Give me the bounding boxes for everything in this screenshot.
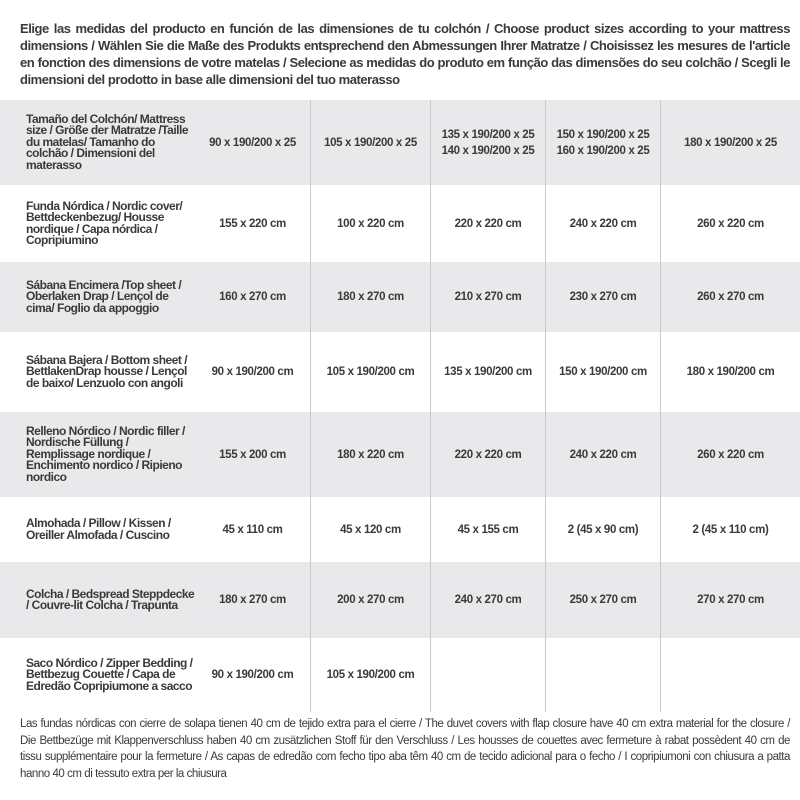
row-label: Almohada / Pillow / Kissen / Oreiller Al… xyxy=(26,516,171,542)
size-value xyxy=(660,638,800,712)
size-table: Tamaño del Colchón/ Mattress size / Größ… xyxy=(0,100,800,712)
size-value: 135 x 190/200 cm xyxy=(430,332,545,412)
size-value: 180 x 190/200 cm xyxy=(660,332,800,412)
size-value: 105 x 190/200 cm xyxy=(310,332,430,412)
row-label: Sábana Encimera /Top sheet / Oberlaken D… xyxy=(26,277,182,315)
size-value: 155 x 200 cm xyxy=(219,448,286,461)
size-value: 180 x 220 cm xyxy=(310,412,430,497)
table-row: Relleno Nórdico / Nordic filler / Nordis… xyxy=(0,412,800,497)
size-value: 90 x 190/200 cm xyxy=(211,366,294,378)
row-label: Sábana Bajera / Bottom sheet / Bettlaken… xyxy=(26,352,188,390)
header-size: 180 x 190/200 x 25 xyxy=(660,100,800,185)
table-row: Almohada / Pillow / Kissen / Oreiller Al… xyxy=(0,497,800,562)
size-value: 45 x 110 cm xyxy=(222,523,283,536)
header-size: 105 x 190/200 x 25 xyxy=(310,100,430,185)
size-value: 90 x 190/200 cm xyxy=(211,669,294,681)
size-value xyxy=(545,638,660,712)
size-value: 240 x 270 cm xyxy=(430,562,545,638)
size-value: 100 x 220 cm xyxy=(310,185,430,262)
size-value: 220 x 220 cm xyxy=(430,412,545,497)
size-value: 2 (45 x 90 cm) xyxy=(545,497,660,562)
intro-text: Elige las medidas del producto en funció… xyxy=(20,21,790,87)
size-value: 2 (45 x 110 cm) xyxy=(660,497,800,562)
size-value: 230 x 270 cm xyxy=(545,262,660,332)
header-size: 150 x 190/200 x 25 160 x 190/200 x 25 xyxy=(545,100,660,185)
size-value: 240 x 220 cm xyxy=(545,185,660,262)
size-value: 240 x 220 cm xyxy=(545,412,660,497)
size-value: 105 x 190/200 cm xyxy=(310,638,430,712)
size-value: 260 x 220 cm xyxy=(660,412,800,497)
size-value: 210 x 270 cm xyxy=(430,262,545,332)
size-value: 260 x 220 cm xyxy=(660,185,800,262)
row-label: Saco Nórdico / Zipper Bedding / Bettbezu… xyxy=(26,655,193,693)
table-row: Sábana Bajera / Bottom sheet / Bettlaken… xyxy=(0,332,800,412)
size-value: 200 x 270 cm xyxy=(310,562,430,638)
row-label: Colcha / Bedspread Steppdecke / Couvre-l… xyxy=(26,586,195,612)
row-label: Funda Nórdica / Nordic cover/ Bettdecken… xyxy=(26,198,183,247)
row-label: Relleno Nórdico / Nordic filler / Nordis… xyxy=(26,423,185,484)
table-row: Funda Nórdica / Nordic cover/ Bettdecken… xyxy=(0,185,800,262)
header-size: 90 x 190/200 x 25 xyxy=(209,136,296,149)
size-value: 150 x 190/200 cm xyxy=(545,332,660,412)
size-value: 260 x 270 cm xyxy=(660,262,800,332)
size-value: 180 x 270 cm xyxy=(219,594,286,606)
size-value: 160 x 270 cm xyxy=(219,291,286,303)
table-row: Sábana Encimera /Top sheet / Oberlaken D… xyxy=(0,262,800,332)
size-value: 250 x 270 cm xyxy=(545,562,660,638)
table-row: Saco Nórdico / Zipper Bedding / Bettbezu… xyxy=(0,638,800,712)
size-value: 45 x 120 cm xyxy=(310,497,430,562)
header-size: 135 x 190/200 x 25 140 x 190/200 x 25 xyxy=(430,100,545,185)
header-label: Tamaño del Colchón/ Mattress size / Größ… xyxy=(26,111,189,172)
table-header-row: Tamaño del Colchón/ Mattress size / Größ… xyxy=(0,100,800,185)
size-value: 220 x 220 cm xyxy=(430,185,545,262)
size-value: 180 x 270 cm xyxy=(310,262,430,332)
size-value xyxy=(430,638,545,712)
footnote: Las fundas nórdicas con cierre de solapa… xyxy=(20,718,790,780)
table-row: Colcha / Bedspread Steppdecke / Couvre-l… xyxy=(0,562,800,638)
size-value: 155 x 220 cm xyxy=(219,217,286,230)
size-value: 270 x 270 cm xyxy=(660,562,800,638)
size-value: 45 x 155 cm xyxy=(430,497,545,562)
